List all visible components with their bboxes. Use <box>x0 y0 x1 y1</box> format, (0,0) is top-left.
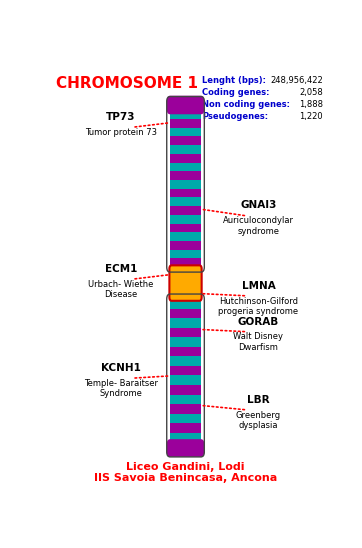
Text: 2,058: 2,058 <box>299 88 323 97</box>
Bar <box>170 110 201 119</box>
Bar <box>172 265 199 269</box>
Text: Lenght (bps):: Lenght (bps): <box>202 76 266 85</box>
Bar <box>170 189 201 197</box>
Text: GNAI3: GNAI3 <box>240 201 277 210</box>
Text: ECM1: ECM1 <box>105 264 137 274</box>
Bar <box>170 395 201 404</box>
Text: TP73: TP73 <box>106 112 136 122</box>
Text: Greenberg
dysplasia: Greenberg dysplasia <box>236 410 281 430</box>
FancyBboxPatch shape <box>167 439 204 457</box>
Bar <box>170 366 201 375</box>
Text: Coding genes:: Coding genes: <box>202 88 270 97</box>
Bar <box>170 309 201 318</box>
Bar <box>170 328 201 337</box>
Text: 248,956,422: 248,956,422 <box>270 76 323 85</box>
Bar <box>170 172 201 180</box>
Bar <box>170 154 201 163</box>
Bar <box>170 258 201 267</box>
Bar <box>170 101 201 110</box>
Bar <box>170 241 201 250</box>
Text: LBR: LBR <box>247 395 270 404</box>
Text: Hutchinson-Gilford
progeria syndrome: Hutchinson-Gilford progeria syndrome <box>218 296 299 316</box>
Text: 1,220: 1,220 <box>299 112 323 121</box>
Bar <box>170 163 201 172</box>
Text: Liceo Gandini, Lodi: Liceo Gandini, Lodi <box>126 461 245 472</box>
Bar <box>170 404 201 414</box>
Bar <box>170 136 201 145</box>
Bar <box>170 442 201 452</box>
Text: Non coding genes:: Non coding genes: <box>202 100 290 109</box>
Bar <box>170 318 201 328</box>
Bar <box>170 128 201 136</box>
Text: LMNA: LMNA <box>241 281 275 290</box>
Bar <box>170 197 201 206</box>
Bar <box>170 119 201 128</box>
Bar <box>170 215 201 224</box>
Bar <box>170 356 201 366</box>
Bar <box>170 145 201 154</box>
Bar <box>170 433 201 442</box>
Text: 1,888: 1,888 <box>299 100 323 109</box>
Bar <box>170 414 201 423</box>
Text: Auriculocondylar
syndrome: Auriculocondylar syndrome <box>223 216 294 236</box>
Text: Urbach- Wiethe
Disease: Urbach- Wiethe Disease <box>88 279 154 299</box>
Bar <box>170 375 201 385</box>
Text: Tumor protein 73: Tumor protein 73 <box>85 128 157 137</box>
Text: KCNH1: KCNH1 <box>101 363 141 373</box>
Bar <box>170 180 201 189</box>
Text: CHROMOSOME 1: CHROMOSOME 1 <box>56 76 198 92</box>
Bar <box>170 347 201 356</box>
Bar <box>170 224 201 232</box>
FancyBboxPatch shape <box>167 96 204 115</box>
Bar <box>170 299 201 309</box>
FancyBboxPatch shape <box>169 265 202 301</box>
Text: Temple- Baraitser
Syndrome: Temple- Baraitser Syndrome <box>84 379 158 398</box>
Bar <box>170 423 201 433</box>
Bar <box>170 232 201 241</box>
Text: Walt Disney
Dwarfism: Walt Disney Dwarfism <box>233 333 283 352</box>
Bar <box>170 337 201 347</box>
Bar <box>170 206 201 215</box>
Bar <box>170 385 201 395</box>
Bar <box>172 298 199 301</box>
Text: GORAB: GORAB <box>238 317 279 327</box>
Text: IIS Savoia Benincasa, Ancona: IIS Savoia Benincasa, Ancona <box>94 473 277 483</box>
Bar <box>170 250 201 258</box>
Text: Pseudogenes:: Pseudogenes: <box>202 112 269 121</box>
